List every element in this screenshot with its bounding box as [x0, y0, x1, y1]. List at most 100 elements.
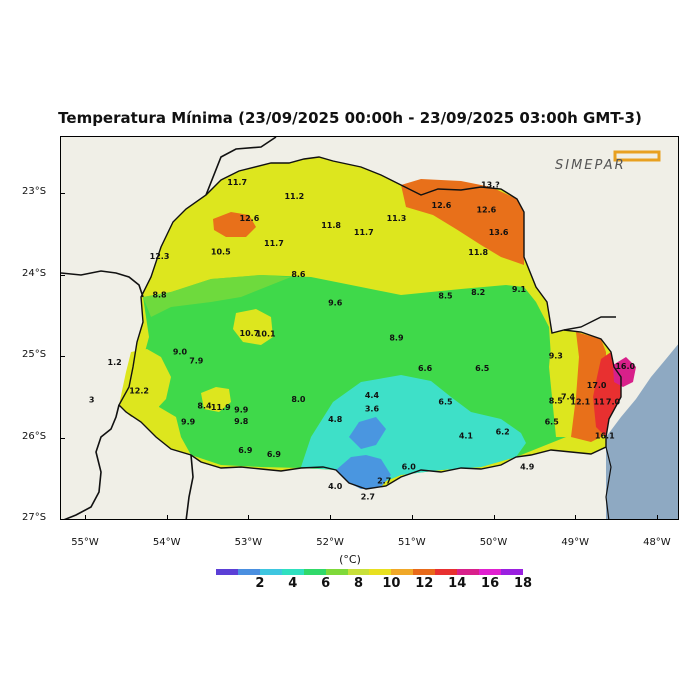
station-value: 7.4	[561, 392, 576, 401]
colorbar-label: 12	[415, 576, 434, 591]
colorbar-segment	[391, 569, 414, 575]
latitude-label: 25°S	[22, 349, 47, 360]
station-value: 8.5	[549, 396, 564, 405]
station-value: 9.1	[512, 285, 527, 294]
station-value: 4.4	[365, 391, 380, 400]
zone-west-warm	[119, 349, 171, 417]
station-value: 9.3	[549, 352, 563, 361]
station-value: 3.6	[365, 405, 380, 414]
colorbar-segment	[216, 569, 238, 575]
station-value: 11.8	[468, 248, 488, 257]
ocean	[606, 344, 678, 519]
station-value: 11.9	[211, 403, 231, 412]
station-value: 11.7	[354, 228, 374, 237]
colorbar-label: 2	[255, 576, 265, 591]
longitude-tick	[656, 515, 658, 520]
colorbar-segment	[259, 569, 282, 575]
station-value: 4.0	[328, 482, 343, 491]
station-value: 11.8	[321, 221, 341, 230]
colorbar-segment	[479, 569, 501, 575]
map-title: Temperatura Mínima (23/09/2025 00:00h - …	[58, 109, 642, 127]
station-value: 4.1	[459, 432, 474, 441]
longitude-label: 52°W	[316, 537, 344, 548]
colorbar-segment	[500, 569, 523, 575]
zone-2-4-south	[336, 455, 391, 489]
latitude-label: 24°S	[22, 267, 47, 279]
longitude-tick	[166, 515, 168, 520]
station-value: 12.6	[432, 201, 452, 210]
colorbar-segment	[281, 569, 304, 575]
longitude-label: 51°W	[397, 537, 426, 548]
longitude-tick	[330, 515, 332, 520]
station-value: 12.6	[240, 214, 260, 223]
border-sc-east	[605, 446, 612, 519]
simepar-logo: SIMEPAR	[555, 150, 665, 180]
latitude-tick	[60, 193, 65, 194]
colorbar-segment	[325, 569, 348, 575]
station-value: 9.8	[234, 417, 249, 426]
logo-text: SIMEPAR	[555, 158, 626, 173]
latitude-tick	[60, 356, 65, 357]
colorbar-label: 14	[448, 576, 467, 591]
station-value: 12.1	[570, 397, 590, 406]
station-value: 17.0	[587, 381, 607, 390]
zone-10-11	[143, 275, 291, 317]
latitude-tick	[60, 274, 65, 276]
colorbar-label: 4	[288, 576, 298, 591]
station-value: 2.7	[377, 476, 391, 485]
longitude-label: 49°W	[561, 537, 589, 548]
station-value: 11.7	[227, 178, 247, 187]
station-value: 6.2	[496, 427, 510, 436]
colorbar-label: 10	[382, 576, 401, 591]
longitude-label: 54°W	[152, 537, 181, 548]
state-outline	[118, 156, 622, 490]
zone-coast-yellow	[549, 330, 579, 437]
colorbar-segment	[369, 569, 392, 575]
station-value: 6.0	[402, 462, 417, 471]
station-value: 8.8	[152, 291, 167, 300]
latitude-label: 27°S	[22, 512, 47, 523]
longitude-tick	[85, 515, 86, 520]
colorbar-label: 6	[321, 576, 331, 591]
station-value: 6.5	[545, 418, 560, 427]
colorbar-segment	[457, 569, 480, 575]
border-ms	[61, 270, 144, 298]
colorbar-segment	[237, 569, 260, 575]
station-value: 7.0	[606, 397, 621, 406]
station-value: 16.0	[615, 362, 635, 371]
station-value: 16.1	[595, 432, 615, 441]
latitude-tick	[60, 437, 65, 439]
station-value: 12.3	[150, 252, 170, 261]
station-value: 8.4	[197, 401, 212, 410]
station-value: 7.9	[189, 357, 204, 366]
station-value: 9.6	[328, 299, 343, 308]
longitude-tick	[248, 515, 250, 520]
temperature-map: 11.7 11.2 12.6 11.8 11.7 11.3 12.6 13.? 12.6 13.6…	[61, 137, 678, 519]
longitude-tick	[411, 515, 413, 520]
station-value: 9.9	[234, 405, 249, 414]
station-value: 8.5	[438, 291, 453, 300]
longitude-label: 53°W	[234, 537, 263, 548]
colorbar-segment	[413, 569, 436, 575]
longitude-label: 55°W	[71, 537, 99, 548]
zone-coast-magenta	[613, 357, 636, 387]
station-value: 11	[594, 397, 606, 406]
colorbar-label: 8	[354, 576, 364, 591]
colorbar-segment	[303, 569, 326, 575]
border-sp-east	[563, 316, 616, 331]
longitude-label: 50°W	[479, 537, 508, 548]
colorbar	[216, 569, 523, 575]
border-sc	[185, 454, 194, 519]
station-value: 8.9	[389, 334, 404, 343]
station-value: 6.6	[418, 364, 433, 373]
station-value: 13.?	[481, 180, 500, 189]
zone-2-4	[349, 417, 386, 449]
latitude-label: 23°S	[22, 186, 47, 197]
station-value: 2.7	[361, 493, 375, 502]
station-value: 3	[89, 396, 95, 405]
map-frame: 11.7 11.2 12.6 11.8 11.7 11.3 12.6 13.? 12.6 13.6…	[60, 136, 679, 520]
longitude-label: 48°W	[643, 537, 671, 548]
station-value: 8.2	[471, 288, 485, 297]
station-value: 12.6	[476, 206, 496, 215]
station-value: 10.7	[240, 329, 260, 338]
